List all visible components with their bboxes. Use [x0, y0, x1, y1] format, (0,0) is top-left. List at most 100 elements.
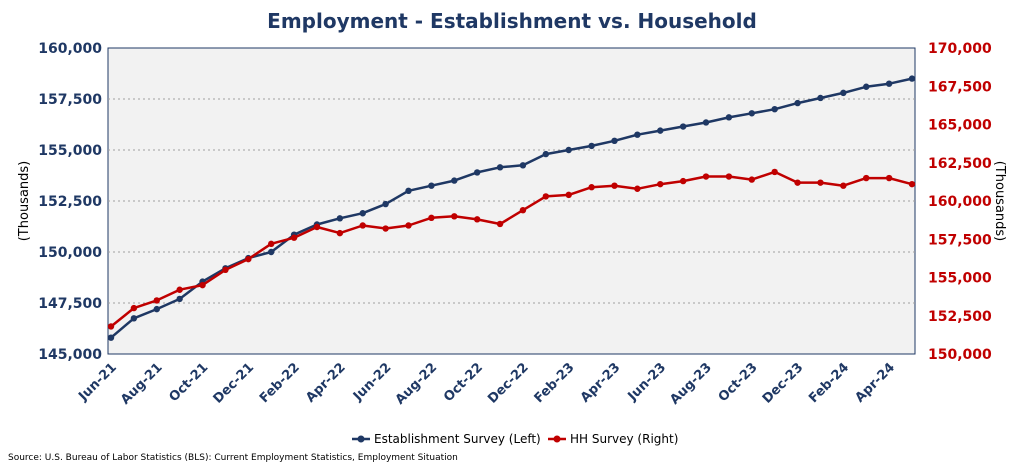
- series-1-point: [107, 323, 115, 330]
- series-1-point: [817, 179, 824, 186]
- y-tick-left-label: 155,000: [38, 143, 102, 159]
- series-0-point: [107, 334, 115, 341]
- y-tick-left-label: 160,000: [38, 41, 102, 57]
- series-0-point: [611, 137, 618, 145]
- series-1-point: [634, 185, 641, 192]
- series-1-point: [496, 220, 504, 228]
- y-tick-right-label: 162,500: [928, 156, 992, 172]
- x-tick-label: Apr-24: [853, 360, 898, 405]
- legend-item-hh: HH Survey (Right): [548, 432, 678, 446]
- series-0-point: [153, 305, 160, 313]
- series-0-point: [405, 187, 412, 194]
- x-tick-label: Dec-21: [211, 360, 258, 407]
- y-tick-right-label: 160,000: [928, 194, 992, 210]
- x-tick-label: Feb-22: [257, 360, 303, 406]
- series-1-point: [405, 222, 412, 229]
- x-tick-label: Aug-22: [393, 360, 440, 407]
- series-0-point: [382, 200, 389, 208]
- series-0-point: [817, 94, 824, 102]
- legend: Establishment Survey (Left) HH Survey (R…: [352, 432, 678, 446]
- series-0-point: [863, 83, 870, 90]
- series-line-1: [110, 170, 913, 328]
- x-tick-label: Oct-23: [716, 360, 761, 405]
- series-1-point: [519, 206, 527, 214]
- y-tick-left-label: 150,000: [38, 245, 102, 261]
- series-1-point: [176, 286, 183, 293]
- series-0-point: [176, 295, 183, 303]
- y-tick-right-label: 167,500: [928, 79, 992, 95]
- legend-marker-hh: [553, 435, 561, 443]
- series-1-point: [748, 176, 755, 183]
- y-tick-right-label: 150,000: [928, 347, 992, 363]
- series-1-point: [725, 173, 733, 180]
- series-0-point: [565, 146, 572, 154]
- series-1-point: [130, 304, 138, 312]
- series-1-point: [313, 223, 321, 231]
- legend-marker-establishment: [357, 435, 365, 443]
- x-tick-label: Aug-23: [667, 360, 714, 407]
- x-tick-label: Jun-21: [75, 360, 119, 404]
- series-0-point: [542, 150, 550, 158]
- series-1-point: [222, 266, 229, 274]
- series-0-point: [771, 106, 778, 113]
- series-1-point: [199, 281, 206, 289]
- series-1-point: [153, 297, 160, 304]
- series-0-point: [885, 80, 893, 87]
- x-tick-label: Jun-23: [625, 360, 669, 404]
- legend-label-hh: HH Survey (Right): [570, 432, 678, 446]
- series-0-point: [794, 99, 801, 107]
- series-1-point: [863, 174, 870, 182]
- y-axis-left-ticks: 145,000 147,500 150,000 152,500 155,000 157,5…: [38, 41, 102, 363]
- legend-label-establishment: Establishment Survey (Left): [374, 432, 541, 446]
- series-0-point: [130, 315, 138, 322]
- series-1-point: [679, 177, 687, 185]
- legend-item-establishment: Establishment Survey (Left): [352, 432, 541, 446]
- x-tick-label: Apr-23: [578, 360, 623, 405]
- series-0-point: [657, 127, 664, 134]
- y-tick-right-label: 152,500: [928, 309, 992, 325]
- plot-area: [107, 47, 916, 355]
- x-tick-label: Oct-22: [441, 360, 486, 405]
- series-1-point: [268, 240, 275, 248]
- series-0-point: [908, 75, 916, 82]
- series-lines: [107, 75, 916, 341]
- series-0-point: [748, 110, 755, 117]
- series-0-point: [268, 248, 275, 256]
- x-tick-label: Feb-24: [806, 360, 852, 406]
- series-1-point: [359, 222, 366, 229]
- series-1-point: [657, 180, 664, 188]
- y-tick-left-label: 152,500: [38, 194, 102, 210]
- series-0-point: [588, 142, 595, 150]
- series-0-point: [336, 215, 344, 222]
- y-tick-right-label: 155,000: [928, 271, 992, 287]
- series-0-point: [840, 89, 847, 97]
- series-1-point: [245, 255, 252, 263]
- y-tick-right-label: 165,000: [928, 118, 992, 134]
- x-tick-label: Jun-22: [350, 360, 394, 404]
- series-1-point: [702, 173, 710, 180]
- series-1-point: [885, 174, 893, 182]
- chart-title: Employment - Establishment vs. Household: [267, 9, 757, 33]
- series-0-point: [359, 210, 366, 217]
- series-1-point: [336, 229, 344, 237]
- series-1-point: [794, 179, 801, 186]
- series-1-point: [840, 182, 847, 189]
- series-0-point: [473, 169, 481, 176]
- series-1-point: [542, 193, 550, 200]
- series-1-point: [588, 184, 595, 191]
- x-tick-label: Dec-22: [485, 360, 532, 407]
- series-1-point: [290, 234, 298, 241]
- y-tick-left-label: 145,000: [38, 347, 102, 363]
- series-0-point: [519, 162, 527, 169]
- y-axis-right-label: (Thousands): [992, 161, 1007, 242]
- y-tick-left-label: 147,500: [38, 296, 102, 312]
- series-1-point: [771, 168, 778, 176]
- series-1-point: [473, 216, 481, 223]
- x-tick-label: Aug-21: [118, 360, 165, 407]
- series-0-point: [702, 119, 710, 126]
- series-0-point: [679, 123, 687, 130]
- y-tick-left-label: 157,500: [38, 92, 102, 108]
- series-0-point: [725, 114, 733, 121]
- y-axis-left-label: (Thousands): [17, 161, 32, 242]
